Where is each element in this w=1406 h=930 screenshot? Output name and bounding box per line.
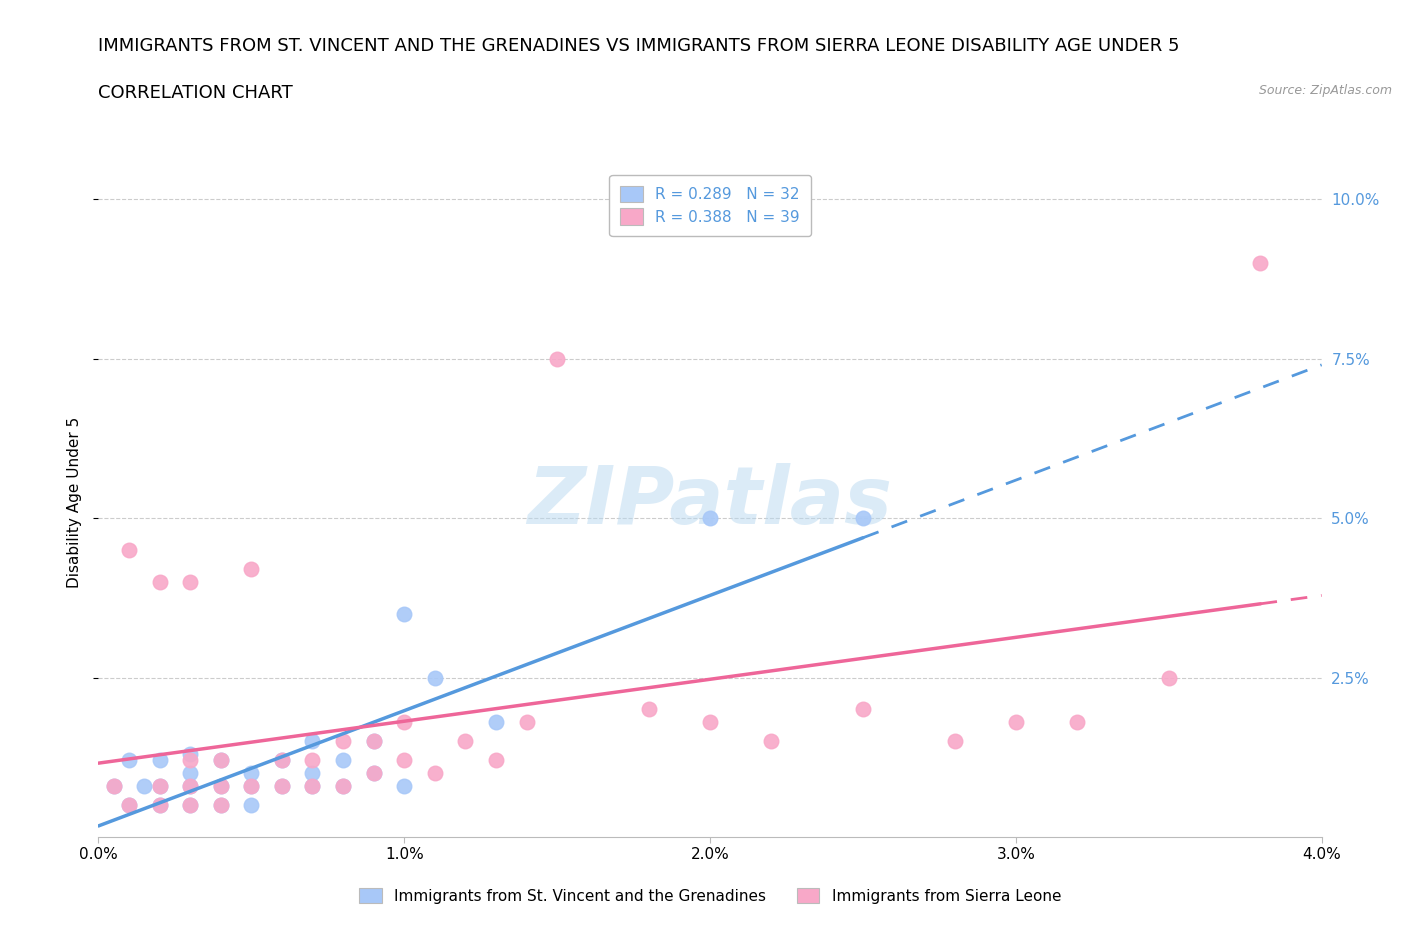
- Point: [516, 715, 538, 730]
- Text: Source: ZipAtlas.com: Source: ZipAtlas.com: [1258, 84, 1392, 97]
- Point: [301, 753, 323, 768]
- Point: [392, 715, 416, 730]
- Point: [209, 798, 232, 813]
- Point: [179, 747, 201, 762]
- Point: [240, 778, 263, 793]
- Point: [209, 798, 232, 813]
- Point: [759, 734, 782, 749]
- Point: [240, 765, 263, 780]
- Point: [485, 753, 508, 768]
- Point: [179, 778, 201, 793]
- Point: [699, 715, 721, 730]
- Point: [179, 778, 201, 793]
- Point: [852, 702, 875, 717]
- Point: [240, 562, 263, 577]
- Point: [1157, 671, 1180, 685]
- Point: [852, 511, 875, 525]
- Point: [332, 778, 354, 793]
- Point: [209, 778, 232, 793]
- Point: [240, 778, 263, 793]
- Point: [363, 734, 385, 749]
- Point: [134, 778, 156, 793]
- Point: [209, 753, 232, 768]
- Text: CORRELATION CHART: CORRELATION CHART: [98, 84, 294, 101]
- Point: [392, 606, 416, 621]
- Point: [363, 734, 385, 749]
- Point: [332, 753, 354, 768]
- Point: [209, 778, 232, 793]
- Point: [332, 734, 354, 749]
- Point: [301, 734, 323, 749]
- Point: [179, 798, 201, 813]
- Point: [179, 753, 201, 768]
- Point: [149, 778, 172, 793]
- Point: [103, 778, 125, 793]
- Point: [270, 753, 294, 768]
- Point: [363, 765, 385, 780]
- Point: [301, 778, 323, 793]
- Point: [332, 778, 354, 793]
- Point: [392, 778, 416, 793]
- Legend: Immigrants from St. Vincent and the Grenadines, Immigrants from Sierra Leone: Immigrants from St. Vincent and the Gren…: [353, 882, 1067, 910]
- Point: [301, 765, 323, 780]
- Point: [179, 765, 201, 780]
- Y-axis label: Disability Age Under 5: Disability Age Under 5: [67, 417, 83, 588]
- Point: [1004, 715, 1026, 730]
- Point: [149, 798, 172, 813]
- Point: [301, 778, 323, 793]
- Point: [699, 511, 721, 525]
- Point: [149, 753, 172, 768]
- Point: [454, 734, 477, 749]
- Point: [423, 671, 446, 685]
- Point: [270, 753, 294, 768]
- Point: [485, 715, 508, 730]
- Point: [179, 798, 201, 813]
- Point: [118, 753, 141, 768]
- Point: [423, 765, 446, 780]
- Text: ZIPatlas: ZIPatlas: [527, 463, 893, 541]
- Point: [270, 778, 294, 793]
- Point: [118, 798, 141, 813]
- Point: [118, 542, 141, 557]
- Point: [118, 798, 141, 813]
- Point: [209, 753, 232, 768]
- Point: [270, 778, 294, 793]
- Point: [1066, 715, 1088, 730]
- Point: [1249, 256, 1271, 271]
- Point: [943, 734, 966, 749]
- Point: [179, 575, 201, 590]
- Point: [149, 575, 172, 590]
- Point: [637, 702, 661, 717]
- Point: [392, 753, 416, 768]
- Text: IMMIGRANTS FROM ST. VINCENT AND THE GRENADINES VS IMMIGRANTS FROM SIERRA LEONE D: IMMIGRANTS FROM ST. VINCENT AND THE GREN…: [98, 37, 1180, 55]
- Point: [149, 778, 172, 793]
- Point: [103, 778, 125, 793]
- Point: [149, 798, 172, 813]
- Point: [363, 765, 385, 780]
- Point: [240, 798, 263, 813]
- Point: [546, 352, 568, 366]
